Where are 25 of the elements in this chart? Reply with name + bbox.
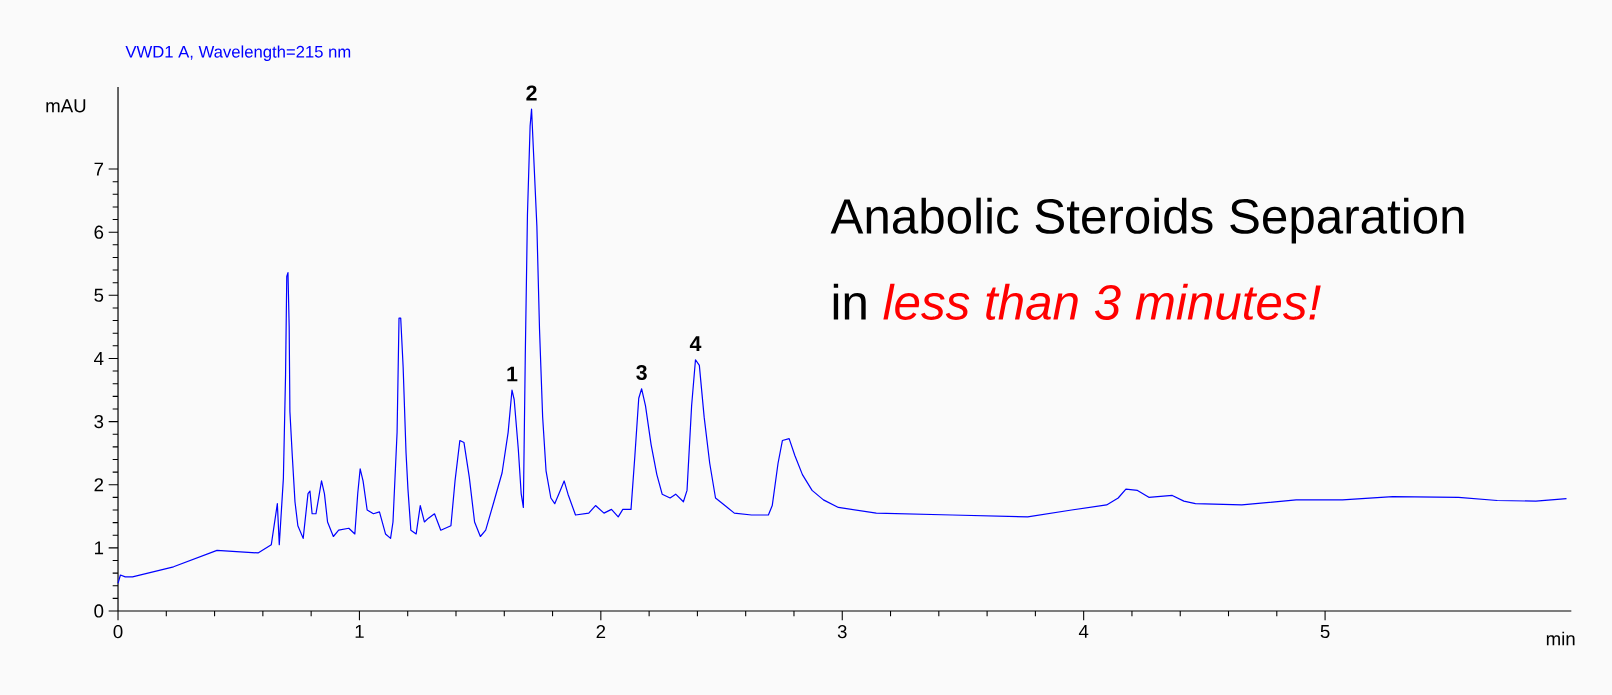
annotation: 1	[507, 366, 518, 382]
y-tick-label: 3	[94, 414, 104, 429]
x-tick-label: 2	[596, 625, 606, 639]
chart-title: VWD1 A, Wavelength=215 nm	[125, 45, 351, 61]
y-axis-title: mAU	[46, 99, 86, 113]
y-tick-label: 7	[94, 162, 104, 176]
y-tick-label: 2	[94, 478, 104, 492]
annotation: Anabolic Steroids Separation	[830, 197, 1464, 244]
x-tick-label: 0	[113, 625, 123, 639]
x-tick-label: 1	[355, 625, 364, 638]
y-tick-label: 5	[94, 288, 104, 302]
annotation: less than 3 minutes!	[883, 283, 1321, 320]
annotation: 4	[689, 336, 702, 352]
y-tick-label: 1	[95, 541, 104, 555]
annotation: 2	[526, 85, 537, 101]
x-tick-label: 3	[837, 625, 847, 639]
x-tick-label: 4	[1078, 625, 1089, 638]
line-series	[117, 108, 1568, 584]
annotation: in	[833, 283, 866, 320]
annotation: 3	[636, 364, 647, 381]
y-tick-label: 0	[94, 604, 104, 618]
y-tick-label: 6	[94, 225, 104, 239]
y-tick-label: 4	[94, 352, 104, 365]
x-tick-label: 5	[1320, 625, 1330, 639]
x-axis-title: min	[1546, 631, 1575, 646]
